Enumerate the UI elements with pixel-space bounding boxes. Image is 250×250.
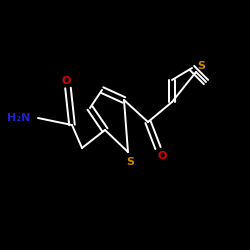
Text: O: O	[61, 76, 71, 86]
Text: S: S	[197, 61, 205, 71]
Text: H₂N: H₂N	[6, 113, 30, 123]
Text: O: O	[157, 151, 167, 161]
Text: S: S	[126, 157, 134, 167]
